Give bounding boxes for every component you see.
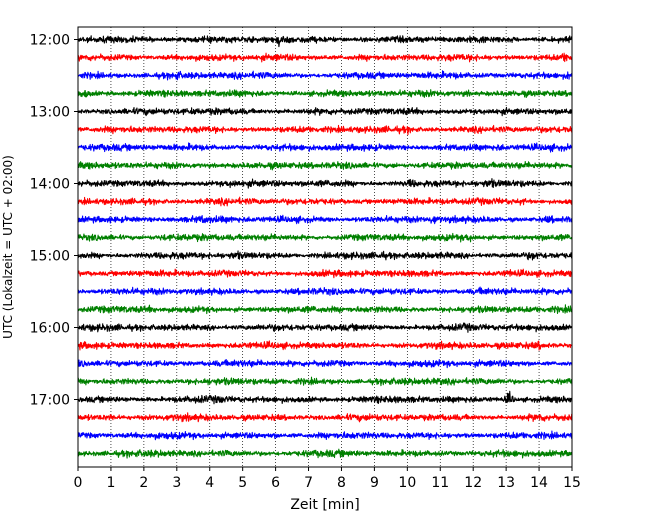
seismic-trace	[77, 89, 573, 99]
seismic-trace	[77, 304, 573, 315]
x-tick-label: 13	[497, 475, 515, 491]
seismic-trace	[77, 124, 573, 136]
seismic-trace	[77, 286, 573, 296]
y-axis-label: UTC (Lokalzeit = UTC + 02:00)	[1, 155, 15, 339]
seismic-trace	[77, 106, 573, 117]
x-tick-label: 5	[238, 475, 247, 491]
y-tick-label: 13:00	[30, 105, 70, 121]
x-tick-label: 12	[464, 475, 482, 491]
seismic-trace	[77, 340, 573, 351]
seismic-trace	[77, 214, 573, 225]
y-tick-label: 12:00	[30, 33, 70, 49]
y-tick-label: 15:00	[30, 249, 70, 265]
x-tick-label: 10	[398, 475, 416, 491]
x-tick-label: 7	[304, 475, 313, 491]
seismic-trace	[77, 390, 573, 405]
seismic-trace	[77, 232, 573, 243]
seismic-trace	[77, 70, 573, 81]
seismic-trace	[77, 250, 573, 261]
seismic-trace	[77, 430, 573, 441]
seismic-trace	[77, 178, 573, 189]
y-tick-label: 16:00	[30, 321, 70, 337]
seismic-trace	[77, 412, 573, 423]
seismic-trace	[77, 268, 573, 279]
x-tick-label: 1	[106, 475, 115, 491]
x-tick-label: 14	[530, 475, 548, 491]
x-tick-label: 3	[172, 475, 181, 491]
seismic-trace	[77, 160, 573, 171]
plot-frame	[77, 26, 573, 468]
x-tick-label: 11	[431, 475, 449, 491]
x-tick-label: 15	[563, 475, 581, 491]
y-tick-label: 17:00	[30, 393, 70, 409]
seismic-trace	[77, 322, 573, 333]
x-tick-label: 8	[337, 475, 346, 491]
seismic-trace	[77, 448, 573, 459]
seismic-trace	[77, 358, 573, 369]
y-tick-label: 14:00	[30, 177, 70, 193]
x-tick-label: 2	[139, 475, 148, 491]
x-tick-label: 6	[271, 475, 280, 491]
seismic-trace	[77, 142, 573, 153]
x-axis: 0 1 2 3 4 5 6 7 8 9 10 11 12 13 14 15	[74, 467, 581, 491]
trace-layer	[77, 35, 573, 459]
seismic-trace	[77, 52, 573, 63]
seismic-trace	[77, 376, 573, 387]
grid-layer	[110, 27, 540, 467]
x-tick-label: 0	[74, 475, 83, 491]
x-tick-label: 9	[370, 475, 379, 491]
seismic-trace	[77, 35, 573, 48]
seismic-trace	[77, 196, 573, 207]
y-axis: 12:00 13:00 14:00 15:00 16:00 17:00	[30, 33, 78, 409]
x-axis-label: Zeit [min]	[290, 497, 359, 513]
x-tick-label: 4	[205, 475, 214, 491]
